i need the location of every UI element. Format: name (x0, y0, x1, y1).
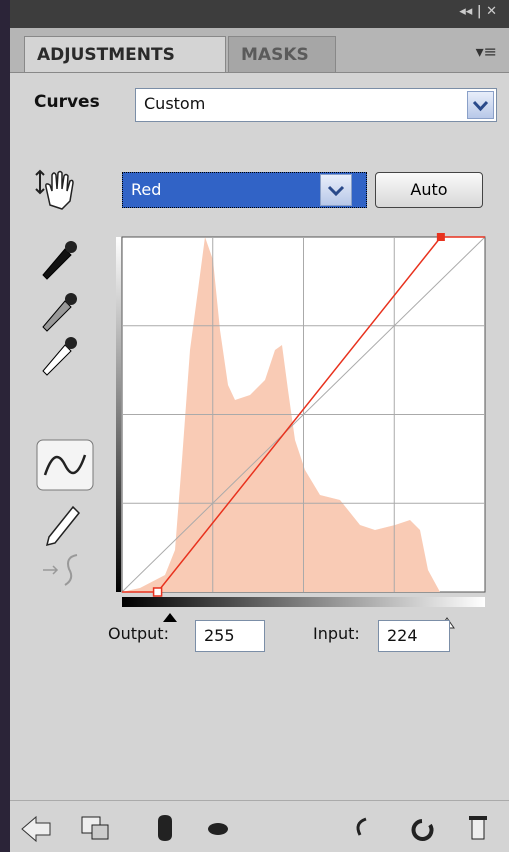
dropdown-arrow[interactable] (467, 91, 494, 119)
output-field[interactable]: 255 (195, 620, 265, 652)
channel-text: Red (131, 180, 162, 199)
reset-button[interactable] (411, 819, 434, 841)
tab[interactable]: ADJUSTMENTS (24, 36, 226, 72)
mask-button[interactable] (158, 815, 172, 841)
title-bar: ◂◂ | ✕ (10, 0, 509, 28)
output-gradient (116, 237, 121, 592)
pencil-tool[interactable] (45, 505, 81, 547)
preset-dropdown[interactable]: Custom (135, 88, 497, 122)
auto-button[interactable]: Auto (375, 172, 483, 208)
bottom-toolbar (10, 800, 509, 852)
visibility-button[interactable] (356, 817, 367, 836)
black-point-slider[interactable] (163, 613, 177, 622)
back-button[interactable] (21, 815, 51, 843)
panel-menu[interactable]: ▾≡ (475, 42, 497, 61)
collapse-close[interactable]: ◂◂ | ✕ (459, 4, 497, 19)
tab-strip: ADJUSTMENTS MASKS ▾≡ (10, 28, 509, 73)
input-value: 224 (387, 626, 418, 645)
arrow-icon (472, 100, 489, 112)
input-field[interactable]: 224 (378, 620, 450, 652)
view-previous[interactable] (208, 823, 228, 835)
input-label: Input: (313, 624, 360, 643)
preset-text: Custom (144, 94, 206, 113)
eyedropper-black[interactable] (42, 241, 77, 280)
curve-point (152, 587, 163, 597)
curve (122, 236, 485, 593)
clip-button[interactable] (81, 816, 109, 840)
curves-graph (116, 233, 486, 629)
delete-button[interactable] (469, 816, 487, 840)
tool-column (36, 241, 94, 586)
eyedropper-gray[interactable] (42, 293, 77, 332)
adjustments-panel: ◂◂ | ✕ ADJUSTMENTS MASKS ▾≡ Curves Custo… (10, 0, 509, 852)
eyedropper-white[interactable] (42, 337, 77, 376)
smooth-tool (43, 554, 78, 586)
adjustment-label: Curves (34, 92, 100, 112)
curve-tool[interactable] (36, 439, 94, 491)
baseline-diagonal (121, 236, 486, 593)
input-gradient (122, 597, 485, 607)
output-label: Output: (108, 624, 169, 643)
tab[interactable]: MASKS (228, 36, 336, 72)
dropdown-arrow[interactable] (320, 174, 352, 206)
hand-tool[interactable] (32, 165, 92, 215)
arrow-icon (327, 185, 345, 197)
selected-point (436, 233, 445, 241)
output-value: 255 (204, 626, 235, 645)
